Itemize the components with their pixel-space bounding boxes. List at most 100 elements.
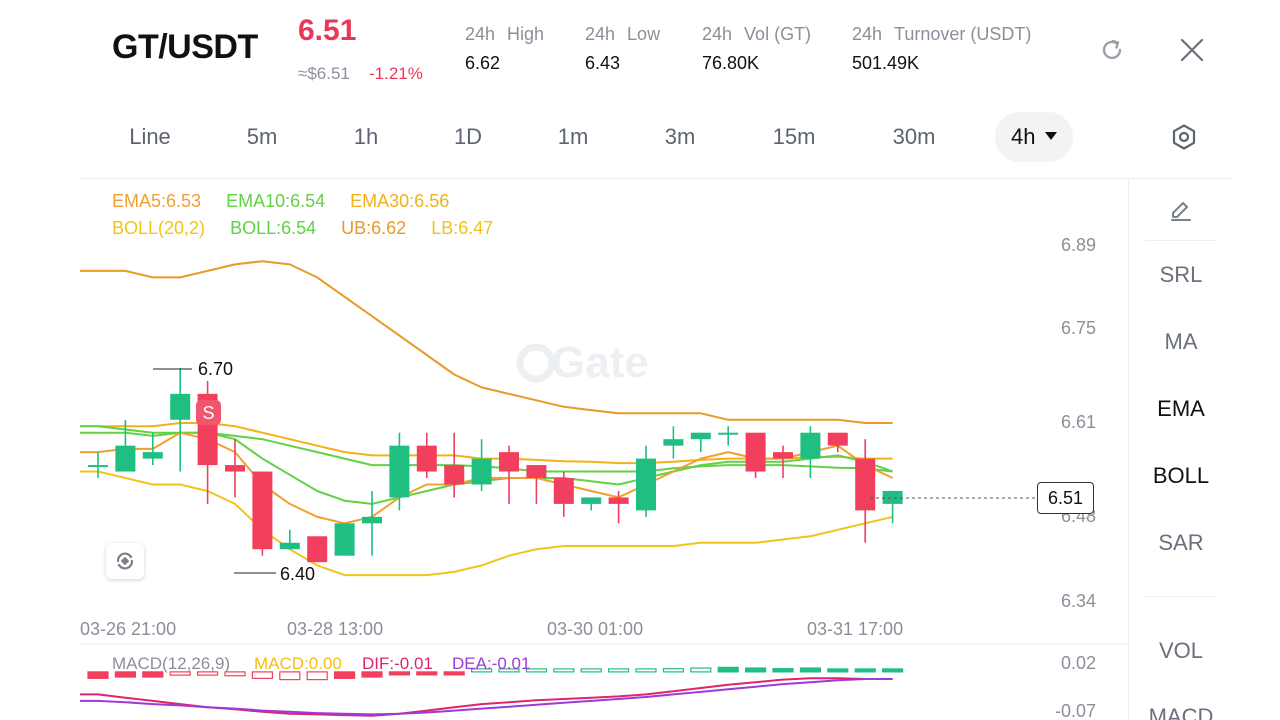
boll-lower-band: [80, 470, 893, 577]
candle-body: [225, 465, 245, 472]
stat-value: 501.49K: [852, 53, 920, 73]
macd-histogram-bar: [169, 671, 191, 676]
kline-svg: Gate 6.89 6.75 6.61 6.48 6.34 03-26 21:0…: [80, 235, 1128, 720]
macd-dif-line: [80, 677, 893, 717]
macd-histogram-bar: [662, 668, 685, 673]
macd-histogram-bar: [87, 671, 109, 679]
reset-chart-button[interactable]: [106, 543, 144, 579]
candle-body: [88, 465, 108, 468]
ema-legend: EMA5:6.53 EMA10:6.54 EMA30:6.56: [112, 191, 469, 212]
close-button[interactable]: [1174, 32, 1210, 68]
macd-histogram-bar: [717, 666, 739, 673]
candle-body: [690, 432, 711, 440]
macd-histogram-bar: [388, 671, 410, 676]
candle-body: [416, 445, 437, 472]
macd-histogram-bar: [799, 667, 822, 673]
indicator-srl[interactable]: SRL: [1159, 262, 1203, 287]
macd-histogram-bar: [224, 671, 246, 677]
sell-signal-label: S: [202, 403, 214, 423]
stat-value: 6.43: [585, 53, 621, 73]
price-change-percent: -1.21%: [369, 64, 423, 83]
low-price-marker: 6.40: [280, 564, 315, 584]
tab-4h-label: 4h: [1011, 124, 1036, 149]
candle: [773, 445, 793, 479]
stat-period: 24h: [702, 24, 733, 44]
stat-24h-volume: 24h Vol (GT) 76.80K: [702, 24, 823, 74]
current-price-tag: 6.51: [1037, 482, 1094, 514]
macd-legend-dea: DEA:-0.01: [452, 654, 530, 673]
candle-body: [362, 516, 382, 524]
macd-histogram-bar: [580, 668, 602, 673]
macd-histogram-bar: [416, 671, 438, 676]
stat-24h-turnover: 24h Turnover (USDT) 501.49K: [852, 24, 1043, 74]
indicator-macd[interactable]: MACD: [1148, 704, 1214, 720]
high-price-marker: 6.70: [198, 359, 233, 379]
candle: [279, 529, 300, 550]
pair-title: GT/USDT: [112, 28, 258, 66]
candle: [416, 432, 437, 479]
draw-tool-button[interactable]: [1165, 195, 1197, 227]
macd-y-tick-label: 0.02: [1061, 653, 1096, 673]
y-tick-label: 6.75: [1061, 318, 1096, 338]
y-tick-label: 6.61: [1061, 412, 1096, 432]
macd-histogram-bar: [498, 668, 520, 673]
tab-4h-dropdown[interactable]: 4h: [995, 112, 1074, 162]
tab-3m[interactable]: 3m: [664, 124, 696, 149]
tab-1d[interactable]: 1D: [453, 124, 483, 149]
legend-ema10: EMA10:6.54: [226, 191, 326, 211]
indicator-ma[interactable]: MA: [1164, 329, 1198, 354]
candle: [636, 445, 656, 517]
stat-value: 6.62: [465, 53, 501, 73]
stat-period: 24h: [585, 24, 616, 44]
tab-1h[interactable]: 1h: [353, 124, 379, 149]
y-tick-label: 6.89: [1061, 235, 1096, 255]
macd-histogram-bar: [279, 671, 301, 681]
macd-histogram-bar: [334, 671, 356, 679]
candle: [690, 432, 711, 453]
sell-signal-badge[interactable]: [196, 400, 221, 425]
candle-body: [307, 536, 328, 563]
indicator-sar[interactable]: SAR: [1158, 530, 1204, 555]
tab-15m[interactable]: 15m: [772, 124, 816, 149]
candle-body: [471, 458, 492, 485]
macd-legend-value: MACD:0.00: [254, 654, 342, 673]
chart-settings-button[interactable]: [1164, 117, 1204, 157]
kline-chart-area[interactable]: EMA5:6.53 EMA10:6.54 EMA30:6.56 BOLL(20,…: [80, 178, 1128, 720]
tab-5m[interactable]: 5m: [246, 124, 278, 149]
candle: [855, 439, 876, 543]
candle-body: [745, 432, 766, 472]
refresh-button[interactable]: [1094, 32, 1130, 68]
x-tick-label: 03-30 01:00: [547, 619, 643, 639]
tab-1m[interactable]: 1m: [557, 124, 589, 149]
legend-boll-ub: UB:6.62: [341, 218, 407, 238]
caret-down-icon: [1045, 132, 1058, 141]
indicator-boll[interactable]: BOLL: [1152, 463, 1210, 488]
macd-histogram-bar: [607, 668, 630, 673]
stat-period: 24h: [465, 24, 496, 44]
macd-histogram-bar: [251, 671, 273, 679]
x-tick-label: 03-28 13:00: [287, 619, 383, 639]
stat-label: Turnover (USDT): [894, 24, 1032, 44]
candle: [389, 432, 410, 511]
tab-30m[interactable]: 30m: [892, 124, 936, 149]
tab-line[interactable]: Line: [129, 124, 171, 149]
boll-legend: BOLL(20,2) BOLL:6.54 UB:6.62 LB:6.47: [112, 218, 513, 239]
macd-legend-dif: DIF:-0.01: [362, 654, 433, 673]
legend-boll-mid: BOLL:6.54: [230, 218, 317, 238]
candle: [718, 426, 739, 446]
candle: [882, 490, 903, 524]
indicator-ema[interactable]: EMA: [1157, 396, 1205, 421]
macd-y-tick-label: -0.07: [1055, 701, 1096, 720]
macd-histogram-bar: [553, 668, 575, 673]
macd-histogram-bar: [772, 668, 794, 673]
candle-body: [608, 497, 629, 504]
indicator-vol[interactable]: VOL: [1158, 638, 1204, 663]
candle: [608, 490, 629, 524]
candle-body: [142, 452, 163, 459]
legend-boll-params: BOLL(20,2): [112, 218, 206, 238]
legend-ema30: EMA30:6.56: [350, 191, 450, 211]
candle: [307, 536, 328, 563]
macd-legend-title: MACD(12,26,9): [112, 654, 230, 673]
approx-usd-price: ≈$6.51: [298, 64, 350, 83]
gate-watermark: Gate: [551, 338, 649, 387]
